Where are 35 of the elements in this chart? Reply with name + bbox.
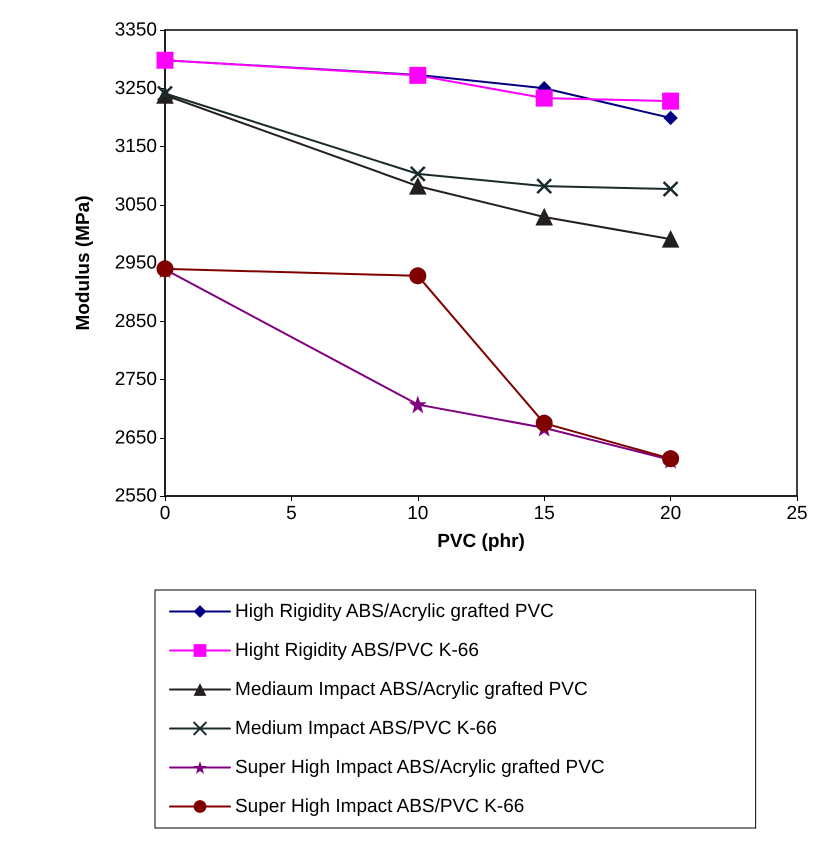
x-tick-label: 5 [286,503,297,524]
y-axis-title: Modulus (MPa) [73,195,94,331]
y-tick-label: 2950 [114,252,157,274]
point [536,414,553,432]
x-tick-label: 15 [534,503,555,524]
point [662,92,680,110]
legend-label: Mediaum Impact ABS/Acrylic grafted PVC [235,679,588,700]
legend-label: Super High Impact ABS/PVC K-66 [235,796,524,817]
point [536,178,552,194]
point [536,208,553,226]
y-tick-label: 2550 [114,486,157,506]
point [410,166,426,182]
x-tick-label: 0 [160,503,170,524]
y-tick-label: 3250 [114,78,157,99]
legend-label: Hight Rigidity ABS/PVC K-66 [235,640,479,661]
y-tick-label: 3050 [114,194,157,216]
y-tick-label: 3350 [114,20,157,40]
point [410,396,426,413]
point [409,267,426,284]
legend-label: Super High Impact ABS/Acrylic grafted PVC [235,757,605,778]
y-tick-label: 2750 [114,369,157,390]
y-tick-label: 2850 [114,310,157,332]
point [662,230,680,248]
point [662,180,679,198]
legend-label: High Rigidity ABS/Acrylic grafted PVC [235,601,554,622]
x-axis-title: PVC (phr) [437,531,525,552]
point [664,110,678,125]
x-tick-label: 25 [786,503,808,524]
y-tick-label: 2650 [114,427,157,448]
x-tick-label: 20 [660,503,682,524]
legend-label: Medium Impact ABS/PVC K-66 [235,718,497,739]
point [409,178,426,195]
point [536,90,553,107]
x-tick-label: 10 [407,503,428,524]
y-tick-label: 3150 [114,136,157,157]
